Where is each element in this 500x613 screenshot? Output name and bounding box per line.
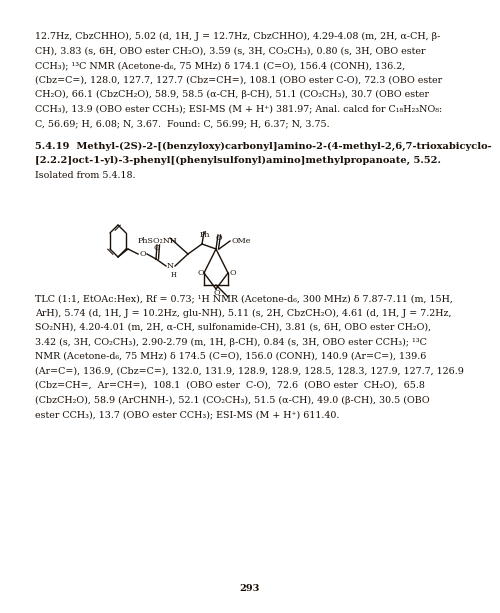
Text: (CbzCH₂O), 58.9 (ArCHNH-), 52.1 (CO₂CH₃), 51.5 (α-CH), 49.0 (β-CH), 30.5 (OBO: (CbzCH₂O), 58.9 (ArCHNH-), 52.1 (CO₂CH₃)… [35, 395, 429, 405]
Text: C, 56.69; H, 6.08; N, 3.67.  Found: C, 56.99; H, 6.37; N, 3.75.: C, 56.69; H, 6.08; N, 3.67. Found: C, 56… [35, 119, 330, 128]
Text: Isolated from 5.4.18.: Isolated from 5.4.18. [35, 170, 136, 180]
Text: O: O [154, 244, 160, 252]
Text: 293: 293 [240, 584, 260, 593]
Text: ester CCH₃), 13.7 (OBO ester CCH₃); ESI-MS (M + H⁺) 611.40.: ester CCH₃), 13.7 (OBO ester CCH₃); ESI-… [35, 410, 340, 419]
Text: OMe: OMe [232, 237, 252, 245]
Text: O: O [229, 269, 235, 277]
Text: O: O [197, 269, 203, 277]
Text: PhSO₂NH: PhSO₂NH [138, 237, 178, 245]
Text: 12.7Hz, CbzCHHO), 5.02 (d, 1H, J = 12.7Hz, CbzCHHO), 4.29-4.08 (m, 2H, α-CH, β-: 12.7Hz, CbzCHHO), 5.02 (d, 1H, J = 12.7H… [35, 32, 440, 41]
Text: O: O [213, 289, 220, 297]
Text: CCH₃), 13.9 (OBO ester CCH₃); ESI-MS (M + H⁺) 381.97; Anal. calcd for C₁₈H₂₃NO₈:: CCH₃), 13.9 (OBO ester CCH₃); ESI-MS (M … [35, 104, 442, 113]
Text: SO₂NH), 4.20-4.01 (m, 2H, α-CH, sulfonamide-CH), 3.81 (s, 6H, OBO ester CH₂O),: SO₂NH), 4.20-4.01 (m, 2H, α-CH, sulfonam… [35, 323, 431, 332]
Text: (Ar=C=), 136.9, (Cbz=C=), 132.0, 131.9, 128.9, 128.9, 128.5, 128.3, 127.9, 127.7: (Ar=C=), 136.9, (Cbz=C=), 132.0, 131.9, … [35, 367, 464, 376]
Text: O: O [140, 250, 146, 258]
Text: CH), 3.83 (s, 6H, OBO ester CH₂O), 3.59 (s, 3H, CO₂CH₃), 0.80 (s, 3H, OBO ester: CH), 3.83 (s, 6H, OBO ester CH₂O), 3.59 … [35, 47, 425, 56]
Text: N: N [167, 262, 174, 270]
Text: 3.42 (s, 3H, CO₂CH₃), 2.90-2.79 (m, 1H, β-CH), 0.84 (s, 3H, OBO ester CCH₃); ¹³C: 3.42 (s, 3H, CO₂CH₃), 2.90-2.79 (m, 1H, … [35, 338, 427, 346]
Text: (Cbz=C=), 128.0, 127.7, 127.7 (Cbz=CH=), 108.1 (OBO ester C-O), 72.3 (OBO ester: (Cbz=C=), 128.0, 127.7, 127.7 (Cbz=CH=),… [35, 75, 442, 85]
Text: H: H [171, 271, 177, 279]
Text: [2.2.2]oct-1-yl)-3-phenyl[(phenylsulfonyl)amino]methylpropanoate, 5.52.: [2.2.2]oct-1-yl)-3-phenyl[(phenylsulfony… [35, 156, 441, 165]
Text: CH₂O), 66.1 (CbzCH₂O), 58.9, 58.5 (α-CH, β-CH), 51.1 (CO₂CH₃), 30.7 (OBO ester: CH₂O), 66.1 (CbzCH₂O), 58.9, 58.5 (α-CH,… [35, 90, 429, 99]
Text: ArH), 5.74 (d, 1H, J = 10.2Hz, glu-NH), 5.11 (s, 2H, CbzCH₂O), 4.61 (d, 1H, J = : ArH), 5.74 (d, 1H, J = 10.2Hz, glu-NH), … [35, 308, 452, 318]
Text: 5.4.19  Methyl-(2S)-2-[(benzyloxy)carbonyl]amino-2-(4-methyl-2,6,7-trioxabicyclo: 5.4.19 Methyl-(2S)-2-[(benzyloxy)carbony… [35, 142, 492, 151]
Text: CCH₃); ¹³C NMR (Acetone-d₆, 75 MHz) δ 174.1 (C=O), 156.4 (CONH), 136.2,: CCH₃); ¹³C NMR (Acetone-d₆, 75 MHz) δ 17… [35, 61, 405, 70]
Text: TLC (1:1, EtOAc:Hex), Rf = 0.73; ¹H NMR (Acetone-d₆, 300 MHz) δ 7.87-7.11 (m, 15: TLC (1:1, EtOAc:Hex), Rf = 0.73; ¹H NMR … [35, 294, 453, 303]
Text: (Cbz=CH=,  Ar=CH=),  108.1  (OBO ester  C-O),  72.6  (OBO ester  CH₂O),  65.8: (Cbz=CH=, Ar=CH=), 108.1 (OBO ester C-O)… [35, 381, 425, 390]
Text: O: O [215, 234, 222, 242]
Text: Ph: Ph [200, 231, 210, 239]
Text: NMR (Acetone-d₆, 75 MHz) δ 174.5 (C=O), 156.0 (CONH), 140.9 (Ar=C=), 139.6: NMR (Acetone-d₆, 75 MHz) δ 174.5 (C=O), … [35, 352, 426, 361]
